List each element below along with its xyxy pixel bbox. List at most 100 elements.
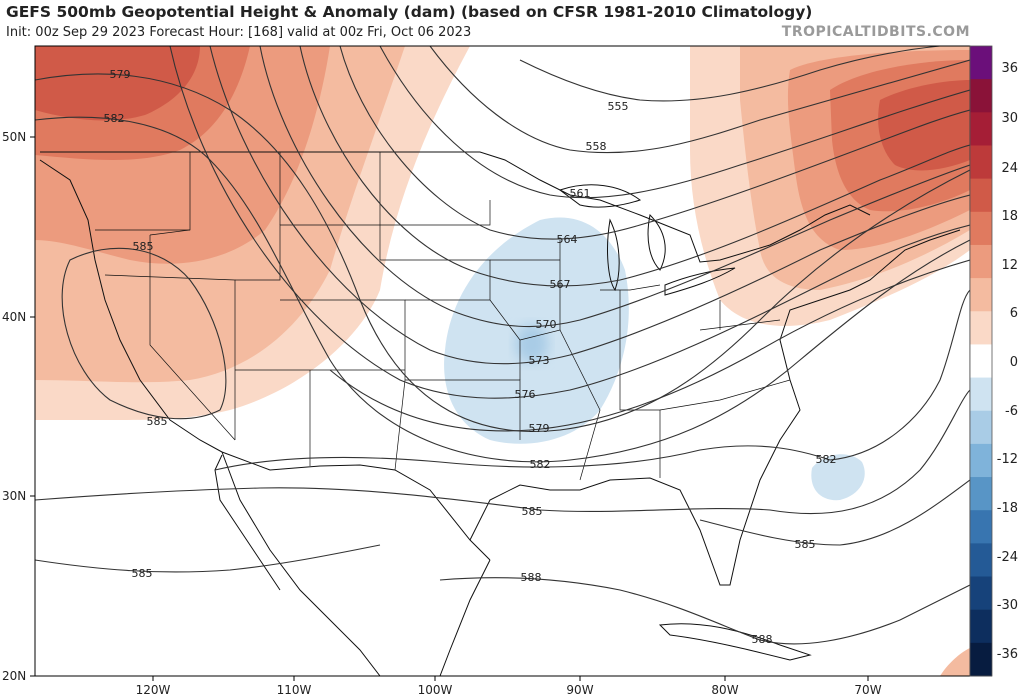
contour-label-585-gulf: 585 — [522, 505, 543, 518]
colorbar-swatch — [970, 278, 992, 312]
contour-label-555: 555 — [608, 100, 629, 113]
colorbar-swatch — [970, 211, 992, 246]
colorbar-swatch — [970, 79, 992, 113]
brand-watermark: TROPICALTIDBITS.COM — [781, 24, 970, 40]
canada-us-border — [40, 151, 871, 263]
contour-label-582-atlantic: 582 — [816, 453, 837, 466]
contour-label-582-west: 582 — [104, 112, 125, 125]
colorbar-label-36: 36 — [1001, 61, 1018, 76]
contour-label-582-gulf: 582 — [530, 458, 551, 471]
contour-561 — [379, 46, 970, 199]
contour-579-west — [35, 73, 970, 432]
corner-anomaly — [940, 648, 970, 676]
west-coast — [39, 159, 223, 453]
lon-label-100w: 100W — [418, 683, 453, 696]
lon-label-120w: 120W — [136, 683, 171, 696]
contour-585-west — [61, 247, 227, 420]
mexico-east-coast — [439, 559, 491, 676]
contour-585-gulf — [35, 389, 970, 515]
contour-558 — [429, 46, 970, 154]
colorbar-label-18: 18 — [1001, 209, 1018, 224]
lat-label-20n: 20N — [2, 669, 26, 683]
contour-label-585-pacific: 585 — [132, 567, 153, 580]
contour-label-585-baja: 585 — [147, 415, 168, 428]
colorbar-swatch — [970, 344, 992, 379]
contour-label-585-atlantic: 585 — [795, 538, 816, 551]
contour-label-573: 573 — [529, 354, 550, 367]
contour-585-atlantic — [699, 479, 970, 546]
colorbar-swatch — [970, 410, 992, 445]
colorbar-swatch — [970, 543, 992, 578]
colorbar-swatch — [970, 642, 992, 677]
map-title: GEFS 500mb Geopotential Height & Anomaly… — [6, 3, 813, 21]
colorbar-swatch — [970, 145, 992, 180]
contour-label-579-south: 579 — [529, 422, 550, 435]
lon-label-70w: 70W — [854, 683, 881, 696]
contour-564 — [339, 46, 970, 240]
colorbar — [970, 46, 992, 677]
height-contours — [35, 46, 970, 645]
contour-label-570: 570 — [536, 318, 557, 331]
colorbar-swatch — [970, 609, 992, 644]
contour-582-gulf — [214, 289, 970, 471]
lake-erie — [664, 267, 736, 296]
lon-axis: 120W 110W 100W 90W 80W 70W — [136, 676, 882, 696]
colorbar-label-12: 12 — [1001, 258, 1018, 273]
mexico-west-coast — [221, 451, 381, 676]
colorbar-frame — [969, 45, 993, 677]
cuba — [658, 623, 812, 661]
contour-573 — [209, 46, 970, 365]
colorbar-swatch — [970, 576, 992, 611]
colorbar-label-neg6: -6 — [1005, 404, 1018, 419]
colorbar-label-30: 30 — [1001, 111, 1018, 126]
contour-label-558: 558 — [586, 140, 607, 153]
colorbar-swatch — [970, 244, 992, 279]
colorbar-label-0: 0 — [1010, 355, 1018, 370]
colorbar-swatch — [970, 443, 992, 478]
colorbar-swatch — [970, 46, 992, 80]
lon-label-80w: 80W — [711, 683, 738, 696]
contour-588-gulf — [439, 577, 970, 645]
map-subtitle: Init: 00z Sep 29 2023 Forecast Hour: [16… — [6, 25, 472, 40]
contour-label-576: 576 — [515, 388, 536, 401]
contour-label-579-west: 579 — [110, 68, 131, 81]
contour-585-pacific — [35, 544, 381, 573]
header: GEFS 500mb Geopotential Height & Anomaly… — [0, 0, 1024, 46]
contour-555 — [519, 46, 941, 102]
colorbar-label-24: 24 — [1001, 161, 1018, 176]
colorbar-swatch — [970, 311, 992, 345]
contour-label-561: 561 — [570, 187, 591, 200]
colorbar-label-neg30: -30 — [997, 598, 1018, 613]
state-lines — [95, 152, 791, 481]
contour-567 — [299, 46, 970, 287]
lon-label-110w: 110W — [277, 683, 312, 696]
contour-label-588-caribbean: 588 — [752, 633, 773, 646]
gulf-coast — [469, 229, 961, 586]
contour-570 — [259, 46, 970, 328]
lat-label-30n: 30N — [2, 489, 26, 503]
atlantic-anomaly-negative — [811, 454, 865, 501]
colorbar-swatch — [970, 477, 992, 511]
colorbar-labels: 36 30 24 18 12 6 0 -6 -12 -18 -24 -30 -3… — [997, 61, 1018, 662]
colorbar-label-neg24: -24 — [997, 550, 1018, 565]
contour-label-585-west: 585 — [133, 240, 154, 253]
trough-anomaly-core — [515, 324, 549, 363]
lon-label-90w: 90W — [566, 683, 593, 696]
contour-label-layer: 579 582 585 585 555 558 561 564 567 570 … — [104, 68, 837, 646]
colorbar-label-neg36: -36 — [997, 647, 1018, 662]
contour-label-564: 564 — [557, 233, 578, 246]
colorbar-swatch — [970, 510, 992, 544]
lat-axis: 50N 40N 30N 20N — [2, 130, 35, 683]
colorbar-label-neg12: -12 — [997, 452, 1018, 467]
contour-582-west — [35, 116, 970, 463]
colorbar-label-neg18: -18 — [997, 501, 1018, 516]
colorbar-swatch — [970, 178, 992, 213]
baja-peninsula — [214, 454, 281, 591]
boundaries — [39, 151, 961, 676]
west-ridge-anomaly-24 — [35, 46, 200, 121]
colorbar-swatch — [970, 377, 992, 412]
colorbar-swatch — [970, 112, 992, 146]
lake-huron — [647, 213, 666, 271]
lake-superior — [558, 184, 642, 208]
